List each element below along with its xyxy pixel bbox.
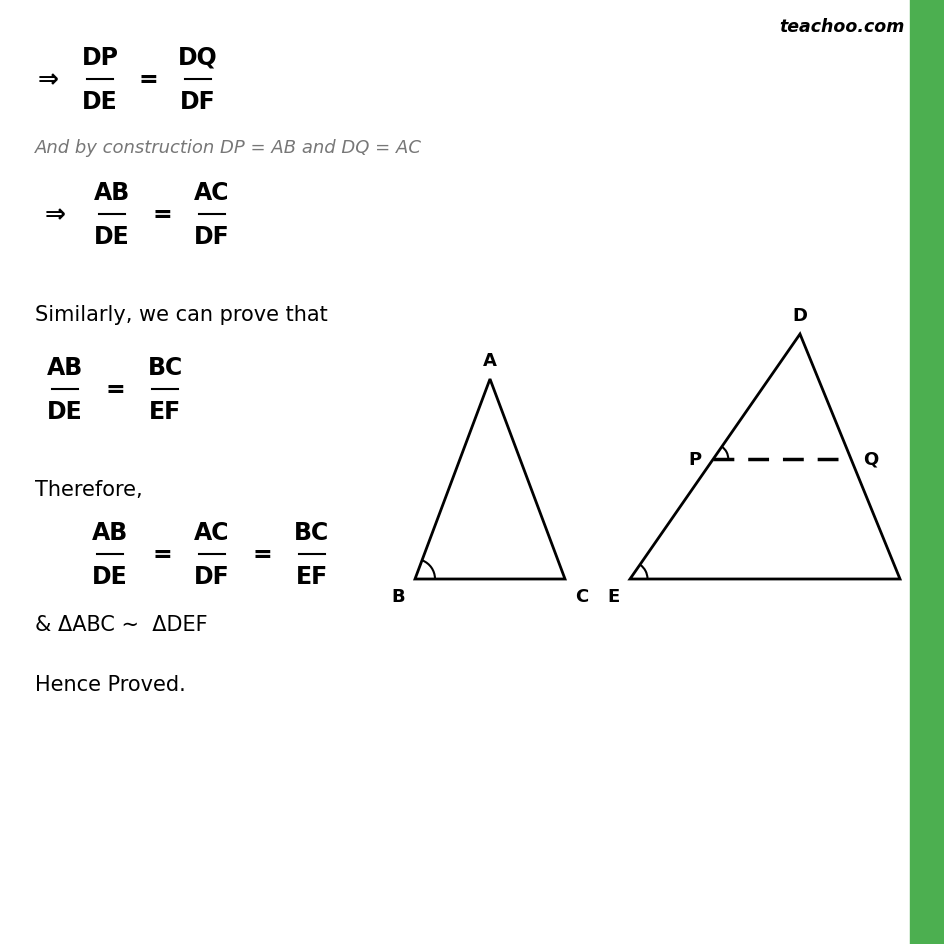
Text: DE: DE bbox=[82, 90, 118, 114]
Text: BC: BC bbox=[147, 356, 182, 379]
Text: =: = bbox=[152, 543, 172, 566]
Text: DF: DF bbox=[180, 90, 215, 114]
Text: D: D bbox=[792, 307, 806, 325]
Text: AB: AB bbox=[93, 181, 130, 205]
Text: DF: DF bbox=[194, 225, 229, 248]
Text: DP: DP bbox=[81, 46, 118, 70]
Text: =: = bbox=[105, 378, 125, 401]
Text: EF: EF bbox=[149, 399, 181, 424]
Text: DE: DE bbox=[92, 565, 127, 588]
Text: ⇒: ⇒ bbox=[44, 203, 65, 227]
Text: =: = bbox=[138, 68, 158, 92]
Text: EF: EF bbox=[295, 565, 328, 588]
Bar bbox=[909, 0, 944, 944]
Text: AC: AC bbox=[194, 181, 229, 205]
Text: E: E bbox=[607, 587, 619, 605]
Text: ⇒: ⇒ bbox=[38, 68, 59, 92]
Text: A: A bbox=[482, 351, 497, 370]
Text: DE: DE bbox=[94, 225, 129, 248]
Text: =: = bbox=[252, 543, 272, 566]
Text: DF: DF bbox=[194, 565, 229, 588]
Text: AC: AC bbox=[194, 520, 229, 545]
Text: & ΔABC ∼  ΔDEF: & ΔABC ∼ ΔDEF bbox=[35, 615, 208, 634]
Text: DE: DE bbox=[47, 399, 83, 424]
Text: P: P bbox=[687, 450, 700, 468]
Text: DQ: DQ bbox=[177, 46, 218, 70]
Text: teachoo.com: teachoo.com bbox=[779, 18, 904, 36]
Text: And by construction DP = AB and DQ = AC: And by construction DP = AB and DQ = AC bbox=[35, 139, 422, 157]
Text: Hence Proved.: Hence Proved. bbox=[35, 674, 186, 694]
Text: Similarly, we can prove that: Similarly, we can prove that bbox=[35, 305, 328, 325]
Text: AB: AB bbox=[47, 356, 83, 379]
Text: BC: BC bbox=[295, 520, 329, 545]
Text: =: = bbox=[152, 203, 172, 227]
Text: B: B bbox=[391, 587, 405, 605]
Text: Q: Q bbox=[862, 450, 877, 468]
Text: C: C bbox=[574, 587, 587, 605]
Text: Therefore,: Therefore, bbox=[35, 480, 143, 499]
Text: F: F bbox=[909, 587, 921, 605]
Text: AB: AB bbox=[92, 520, 128, 545]
